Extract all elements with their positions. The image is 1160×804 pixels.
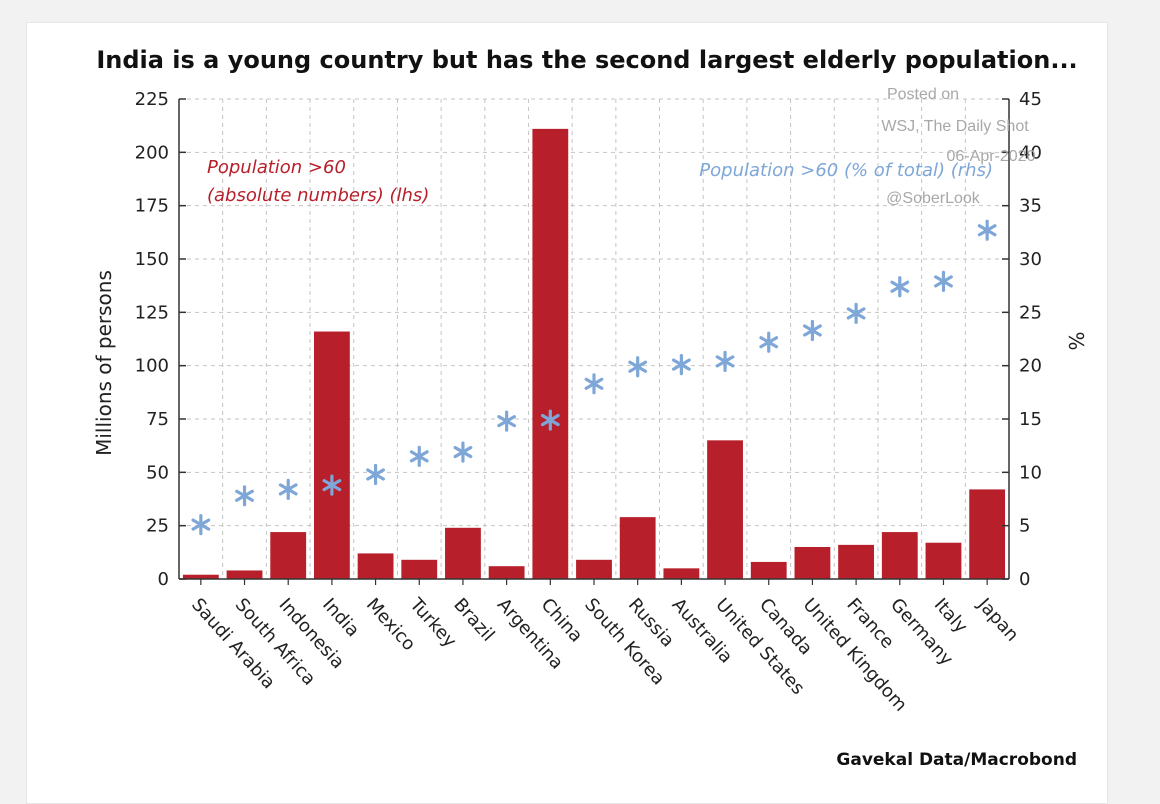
- y-axis-label: Millions of persons: [92, 270, 116, 456]
- bar: [182, 574, 219, 579]
- y-tick-label: 0: [158, 569, 169, 590]
- y-tick-label: 100: [135, 356, 169, 377]
- percent-marker: [191, 514, 211, 536]
- bar: [532, 128, 569, 579]
- bar: [488, 566, 525, 579]
- percent-marker: [540, 409, 560, 431]
- bar: [576, 559, 612, 579]
- y2-tick-label: 35: [1019, 196, 1042, 217]
- bar: [357, 553, 394, 579]
- y-tick-label: 25: [146, 516, 169, 537]
- y-tick-label: 75: [146, 409, 169, 430]
- gridlines: [179, 98, 1009, 579]
- percent-marker: [934, 270, 953, 292]
- percent-series-label: Population >60 (% of total) (rhs): [699, 160, 993, 181]
- bar: [794, 547, 831, 579]
- y-tick-label: 175: [135, 196, 169, 217]
- percent-marker: [497, 410, 517, 432]
- bar: [270, 532, 307, 579]
- bar: [750, 561, 787, 579]
- bar: [881, 532, 918, 579]
- percent-marker: [977, 219, 997, 241]
- percent-marker: [671, 354, 691, 376]
- percent-marker: [628, 356, 648, 378]
- y-tick-label: 125: [135, 302, 169, 323]
- percent-marker: [453, 441, 473, 463]
- y-tick-label: 50: [146, 462, 169, 483]
- y2-tick-label: 5: [1019, 516, 1030, 537]
- percent-marker: [846, 302, 866, 324]
- y2-axis-label: %: [1064, 331, 1088, 350]
- chart: India is a young country but has the sec…: [92, 46, 1088, 770]
- bar-series-label-line2: (absolute numbers) (lhs): [207, 185, 429, 206]
- watermark-line1: Posted on: [887, 86, 959, 103]
- bar: [313, 331, 350, 579]
- watermark-line4: @SoberLook: [886, 190, 981, 207]
- category-label: Japan: [973, 594, 1023, 646]
- axes: 0 25 50 75 100 125 150 175 200 225 0 5 10 15 20 25 30 35 4…: [135, 89, 1042, 590]
- percent-marker: [409, 445, 429, 467]
- percent-marker: [278, 478, 298, 500]
- chart-title: India is a young country but has the sec…: [96, 46, 1077, 74]
- percent-marker: [322, 474, 342, 496]
- percent-marker: [890, 276, 910, 298]
- bar: [663, 568, 700, 579]
- bar: [838, 544, 875, 579]
- y2-tick-label: 40: [1019, 142, 1042, 163]
- bar: [925, 542, 962, 579]
- bar-series-label-line1: Population >60: [207, 157, 346, 178]
- watermark-line3: 06-Apr-2020: [947, 148, 1036, 165]
- percent-series: [191, 219, 997, 536]
- source-note: Gavekal Data/Macrobond: [836, 750, 1077, 770]
- y-tick-label: 225: [135, 89, 169, 110]
- percent-marker: [235, 485, 254, 507]
- y2-tick-label: 10: [1019, 462, 1042, 483]
- y-tick-label: 150: [135, 249, 169, 270]
- watermark-line2: WSJ, The Daily Shot: [881, 118, 1029, 135]
- chart-card: India is a young country but has the sec…: [26, 22, 1108, 804]
- bar: [445, 527, 481, 579]
- bar: [707, 440, 743, 579]
- percent-marker: [584, 373, 604, 395]
- y2-tick-label: 20: [1019, 356, 1042, 377]
- y2-tick-label: 30: [1019, 249, 1042, 270]
- bar: [969, 489, 1006, 579]
- bar: [401, 559, 438, 579]
- percent-marker: [803, 319, 822, 342]
- bar: [619, 517, 656, 579]
- bar-series: [182, 128, 1006, 579]
- y2-tick-label: 15: [1019, 409, 1042, 430]
- y-tick-label: 200: [135, 142, 169, 163]
- percent-marker: [366, 463, 385, 486]
- y2-tick-label: 0: [1019, 569, 1030, 590]
- percent-marker: [715, 350, 735, 372]
- percent-marker: [759, 331, 779, 353]
- y2-tick-label: 45: [1019, 89, 1042, 110]
- y2-tick-label: 25: [1019, 302, 1042, 323]
- bar: [226, 570, 263, 579]
